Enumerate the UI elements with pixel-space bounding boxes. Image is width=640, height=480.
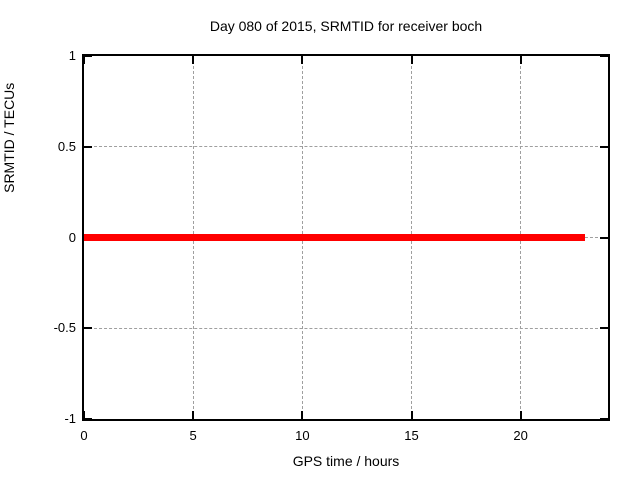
- x-tick-mirror: [83, 56, 85, 64]
- y-tick-label: 1: [68, 48, 76, 63]
- y-tick-mirror: [600, 236, 608, 239]
- y-tick-label: -0.5: [53, 320, 76, 336]
- x-tick-mirror: [192, 56, 195, 64]
- y-tick-mirror: [600, 327, 608, 330]
- y-tick-mirror: [600, 418, 608, 420]
- x-tick-label: 10: [295, 428, 310, 443]
- y-tick-mirror: [600, 145, 608, 148]
- x-tick-label: 0: [80, 428, 88, 443]
- y-gridline: [84, 146, 608, 148]
- y-gridline: [84, 327, 608, 329]
- y-tick-mirror: [600, 55, 608, 57]
- x-tick-label: 5: [189, 428, 197, 443]
- y-tick: [84, 327, 92, 330]
- plot-area: 0 5 10 15 20 -1 -0.5 0 0.5 1: [54, 48, 610, 443]
- y-tick-label: 0: [68, 229, 76, 245]
- x-tick-label: 20: [513, 428, 528, 443]
- x-tick: [83, 411, 85, 419]
- x-tick: [192, 411, 195, 419]
- x-tick: [301, 411, 304, 419]
- y-tick: [84, 145, 92, 148]
- y-axis-label: SRMTID / TECUs: [1, 82, 17, 193]
- chart-title: Day 080 of 2015, SRMTID for receiver boc…: [209, 18, 483, 34]
- x-tick-label: 15: [404, 428, 419, 443]
- x-tick-mirror: [519, 56, 522, 64]
- data-line-srmtid: [84, 234, 586, 241]
- x-axis-label: GPS time / hours: [292, 453, 400, 469]
- x-tick: [410, 411, 413, 419]
- y-tick-label: 0.5: [57, 138, 76, 154]
- x-tick: [519, 411, 522, 419]
- y-tick: [84, 418, 92, 420]
- y-tick: [84, 55, 92, 57]
- x-tick-mirror: [410, 56, 413, 64]
- y-tick-label: -1: [64, 411, 76, 426]
- x-tick-mirror: [301, 56, 304, 64]
